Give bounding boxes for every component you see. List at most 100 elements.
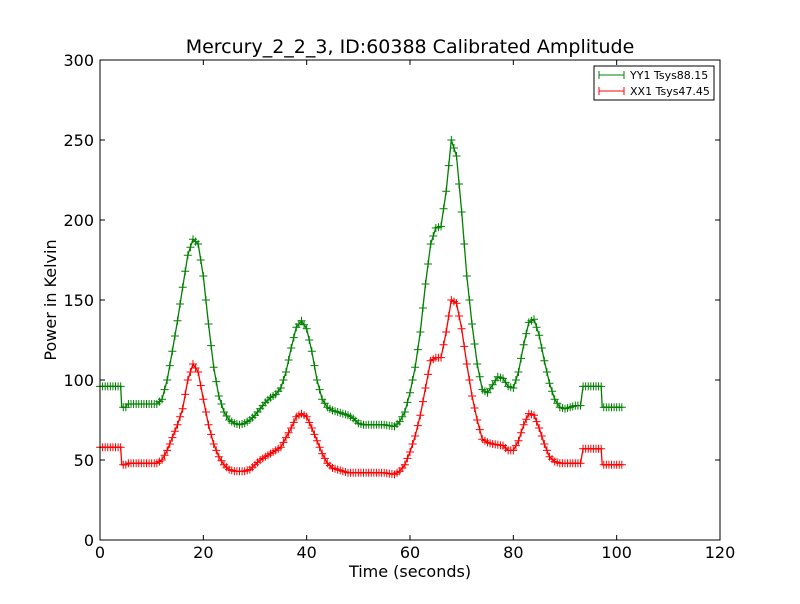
data-point: [530, 315, 538, 324]
data-point: [168, 433, 177, 442]
data-point: [279, 438, 288, 447]
data-point: [199, 272, 208, 280]
data-point: [468, 320, 476, 328]
data-point: [452, 299, 461, 308]
x-tick-label: 0: [95, 543, 105, 562]
data-point: [444, 312, 453, 320]
data-point: [209, 440, 218, 448]
data-point: [398, 412, 407, 421]
data-point: [460, 240, 469, 248]
legend: YY1 Tsys88.15 XX1 Tsys47.45: [593, 65, 715, 101]
data-point: [576, 459, 585, 468]
series-line-2: [100, 298, 622, 476]
data-point: [217, 400, 226, 408]
data-point: [406, 448, 414, 456]
data-point: [207, 341, 216, 350]
y-tick-label: 250: [63, 131, 94, 150]
data-point: [201, 296, 210, 304]
data-point: [437, 222, 445, 231]
legend-marker-series-2: [598, 87, 625, 95]
data-point: [170, 332, 179, 340]
data-point: [282, 433, 290, 442]
data-point: [282, 368, 290, 376]
data-point: [287, 344, 296, 352]
x-tick-label: 20: [193, 543, 213, 562]
data-point: [416, 411, 425, 420]
data-point: [279, 376, 288, 384]
data-point: [305, 336, 314, 344]
data-point: [439, 204, 448, 213]
data-point: [186, 368, 195, 376]
data-point: [313, 436, 321, 445]
data-point: [194, 240, 203, 248]
data-point: [447, 136, 456, 144]
data-point: [413, 421, 422, 430]
x-tick-label: 60: [400, 543, 420, 562]
data-point: [413, 345, 422, 354]
data-point: [302, 324, 311, 333]
data-point: [305, 418, 314, 427]
data-point: [473, 360, 482, 368]
data-point: [532, 323, 541, 332]
data-point: [408, 376, 417, 384]
data-point: [395, 417, 404, 426]
data-point: [289, 333, 298, 342]
data-point: [315, 443, 324, 452]
data-point: [522, 415, 531, 424]
data-point: [462, 360, 471, 368]
data-point: [307, 347, 316, 356]
data-point: [403, 398, 412, 407]
legend-box: [593, 65, 715, 101]
data-point: [509, 384, 518, 392]
data-point: [176, 412, 185, 421]
data-point: [186, 243, 195, 252]
data-point: [429, 232, 438, 240]
data-point: [196, 256, 205, 264]
x-tick-label: 100: [601, 543, 632, 562]
data-point: [176, 300, 185, 308]
x-tick-label: 80: [503, 543, 523, 562]
data-point: [276, 384, 285, 392]
data-point: [315, 385, 324, 394]
data-point: [473, 416, 482, 424]
x-axis-label: Time (seconds): [348, 562, 471, 581]
series-line-1: [100, 139, 622, 428]
data-point: [204, 420, 213, 429]
data-point: [444, 161, 453, 170]
y-tick-label: 0: [84, 531, 94, 550]
y-tick-label: 100: [63, 371, 94, 390]
y-axis-label: Power in Kelvin: [41, 239, 60, 360]
data-point: [437, 353, 445, 362]
data-point: [617, 460, 626, 469]
data-point: [517, 354, 526, 363]
data-point: [462, 272, 471, 280]
data-point: [403, 454, 412, 463]
data-point: [212, 377, 221, 386]
data-point: [181, 267, 190, 276]
data-point: [597, 444, 606, 453]
data-point: [519, 340, 528, 349]
data-point: [196, 381, 205, 390]
y-axis: 0 50 100 150 200 250 300: [63, 51, 720, 550]
data-point: [530, 411, 538, 420]
data-point: [511, 376, 520, 384]
series-1: [96, 136, 626, 431]
data-point: [313, 376, 321, 384]
data-point: [439, 340, 448, 349]
legend-item-series-2: XX1 Tsys47.45: [598, 85, 710, 98]
data-point: [284, 356, 293, 364]
data-point: [545, 379, 554, 388]
data-point: [470, 404, 479, 412]
legend-label-series-2: XX1 Tsys47.45: [630, 85, 710, 98]
data-point: [302, 412, 311, 421]
data-point: [535, 331, 544, 340]
data-point: [158, 456, 166, 464]
data-point: [178, 283, 187, 292]
data-point: [517, 428, 526, 437]
data-point: [465, 296, 474, 304]
data-point: [201, 408, 210, 416]
data-point: [535, 424, 544, 432]
data-point: [416, 328, 425, 336]
data-point: [424, 370, 433, 379]
data-point: [460, 342, 469, 351]
